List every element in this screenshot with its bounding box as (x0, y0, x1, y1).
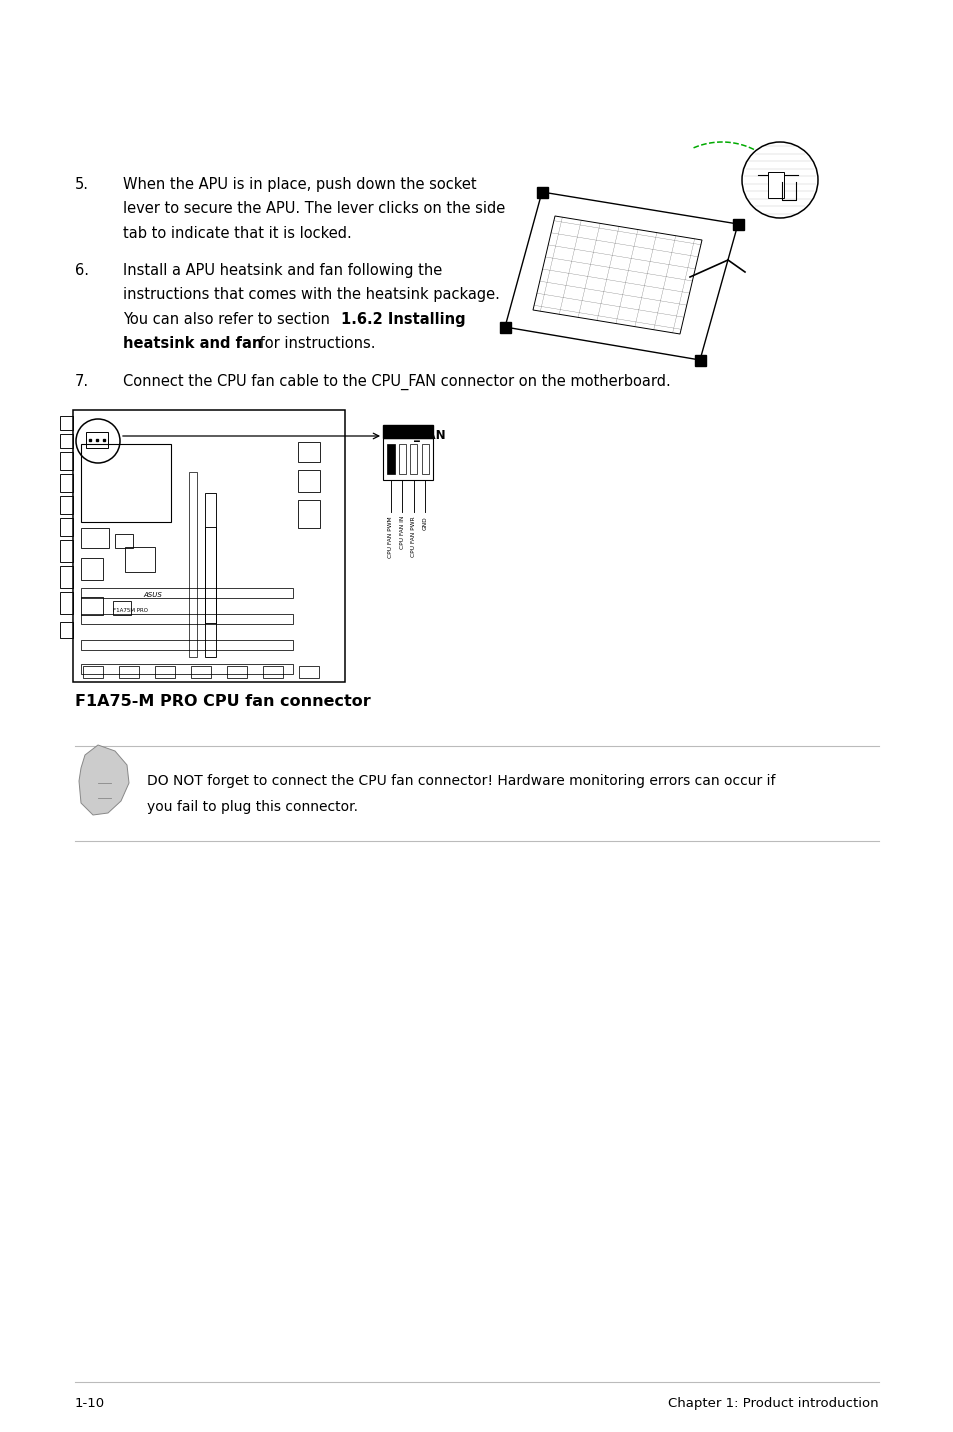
Bar (60, 621, 73, 639)
Bar (60, 591, 73, 614)
Bar (398, 444, 406, 474)
Text: Connect the CPU fan cable to the CPU_FAN connector on the motherboard.: Connect the CPU fan cable to the CPU_FAN… (123, 374, 670, 390)
Text: 5.: 5. (75, 178, 89, 192)
Bar (81, 664, 293, 674)
Text: DO NOT forget to connect the CPU fan connector! Hardware monitoring errors can o: DO NOT forget to connect the CPU fan con… (147, 775, 775, 788)
Bar (227, 666, 247, 677)
Bar (125, 547, 154, 571)
Bar (81, 597, 103, 614)
Text: 1-10: 1-10 (75, 1398, 105, 1411)
Bar (73, 410, 345, 682)
Bar (297, 500, 319, 528)
Bar (115, 534, 132, 548)
Bar (81, 528, 109, 548)
Bar (81, 640, 293, 650)
Bar (387, 444, 395, 474)
Text: You can also refer to section: You can also refer to section (123, 312, 335, 326)
Text: F1A75-M PRO CPU fan connector: F1A75-M PRO CPU fan connector (75, 695, 371, 709)
Text: Install a APU heatsink and fan following the: Install a APU heatsink and fan following… (123, 262, 442, 278)
Text: ASUS: ASUS (143, 591, 162, 599)
Text: CPU FAN PWM: CPU FAN PWM (388, 516, 393, 557)
Bar (499, 322, 510, 332)
Bar (60, 566, 73, 589)
Text: heatsink and fan: heatsink and fan (123, 337, 262, 351)
Polygon shape (504, 192, 738, 359)
Bar (767, 172, 783, 198)
Bar (119, 666, 139, 677)
Bar (60, 518, 73, 536)
Circle shape (741, 142, 817, 218)
Bar (536, 186, 547, 198)
Text: instructions that comes with the heatsink package.: instructions that comes with the heatsin… (123, 288, 499, 302)
Bar (205, 527, 215, 657)
Bar (112, 601, 131, 614)
Bar (81, 589, 293, 599)
Bar (732, 219, 742, 229)
Text: CPU_FAN: CPU_FAN (387, 430, 445, 442)
Text: CPU FAN PWR: CPU FAN PWR (411, 516, 416, 557)
Bar (60, 417, 73, 430)
Bar (298, 666, 318, 677)
Text: CPU FAN IN: CPU FAN IN (399, 516, 404, 550)
Bar (297, 470, 319, 493)
Bar (410, 444, 417, 474)
Bar (421, 444, 429, 474)
Text: GND: GND (422, 516, 427, 530)
Text: for instructions.: for instructions. (254, 337, 375, 351)
Text: When the APU is in place, push down the socket: When the APU is in place, push down the … (123, 178, 476, 192)
Bar (154, 666, 174, 677)
Bar (60, 540, 73, 561)
Bar (263, 666, 283, 677)
Bar (382, 425, 433, 438)
Bar (297, 442, 319, 463)
Text: tab to indicate that it is locked.: tab to indicate that it is locked. (123, 226, 352, 241)
Bar (205, 493, 215, 623)
Text: you fail to plug this connector.: you fail to plug this connector. (147, 800, 357, 813)
Bar (189, 473, 196, 657)
Text: 1.6.2 Installing: 1.6.2 Installing (340, 312, 465, 326)
Bar (382, 438, 433, 480)
Bar (81, 444, 171, 523)
Bar (86, 432, 108, 448)
Text: lever to secure the APU. The lever clicks on the side: lever to secure the APU. The lever click… (123, 202, 505, 216)
Text: Chapter 1: Product introduction: Chapter 1: Product introduction (668, 1398, 878, 1411)
Bar (81, 614, 293, 624)
Bar (191, 666, 211, 677)
Bar (694, 355, 705, 365)
Bar (60, 434, 73, 448)
Polygon shape (79, 745, 129, 815)
Bar (81, 558, 103, 580)
Text: F1A75M PRO: F1A75M PRO (112, 609, 148, 613)
Bar (60, 495, 73, 514)
Text: 6.: 6. (75, 262, 89, 278)
Text: 7.: 7. (75, 374, 89, 390)
Bar (60, 474, 73, 493)
Bar (60, 453, 73, 470)
Bar (83, 666, 103, 677)
